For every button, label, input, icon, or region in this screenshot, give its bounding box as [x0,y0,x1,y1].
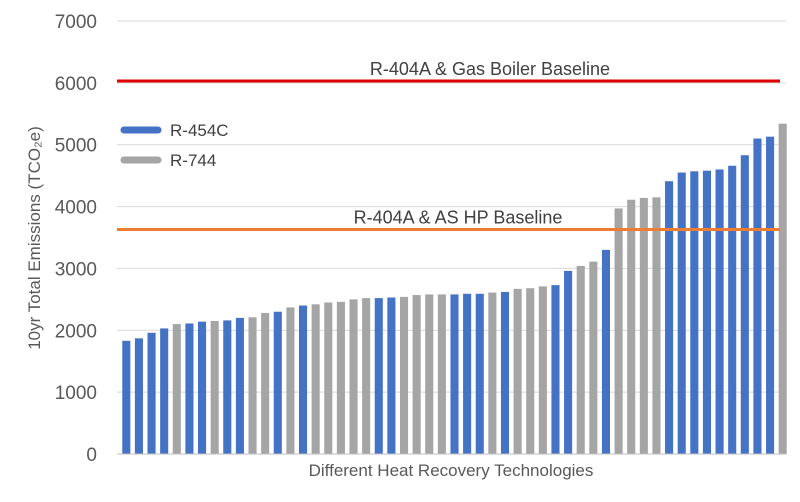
y-tick-label: 0 [86,445,97,466]
y-tick-label: 4000 [55,198,97,219]
bar-r744 [412,295,421,454]
bar-r454c [160,328,169,454]
bar-r744 [210,321,219,454]
bar-r744 [652,197,661,455]
bar-r454c [702,170,711,454]
bar-r454c [235,317,244,454]
bar-r454c [601,249,611,454]
bar-r744 [425,294,434,454]
bar-r744 [627,199,636,454]
bar-r454c [463,293,472,454]
bar-r454c [223,320,232,454]
y-tick-label: 7000 [55,12,97,33]
x-axis-title: Different Heat Recovery Technologies [309,461,594,480]
y-tick-label: 2000 [55,321,97,342]
bar-r454c [185,323,194,454]
bar-r744 [311,304,320,454]
bar-r454c [273,311,282,454]
bar-r454c [753,138,762,454]
y-tick-label: 1000 [55,383,97,404]
y-axis-title: 10yr Total Emissions (TCO₂e) [25,126,44,350]
bar-r454c [677,172,686,455]
bar-r744 [513,288,522,454]
y-tick-label: 5000 [55,136,97,157]
bar-r454c [475,293,484,454]
bar-r454c [374,298,383,454]
bar-r744 [589,261,598,454]
bar-r454c [564,270,573,454]
reference-line-label: R-404A & Gas Boiler Baseline [370,59,610,79]
bar-r454c [387,297,396,454]
bar-r454c [665,181,674,454]
reference-lines: R-404A & Gas Boiler Baseline R-404A & AS … [117,59,780,231]
bar-r454c [450,294,459,454]
bar-r454c [766,136,775,455]
y-tick-label: 6000 [55,74,97,95]
bar-r744 [286,307,295,454]
bar-r454c [728,165,737,454]
reference-line-label: R-404A & AS HP Baseline [354,207,563,227]
bar-r454c [740,155,749,455]
bar-r744 [538,286,547,454]
bar-r744 [172,324,181,454]
bar-r454c [690,171,699,454]
bar-r744 [488,292,497,454]
bar-r744 [526,288,535,454]
bar-r454c [198,321,207,454]
bar-r744 [324,302,333,454]
y-axis-tick-labels: 0 1000 2000 3000 4000 5000 6000 7000 [55,12,97,466]
bar-r744 [437,294,446,454]
bar-r744 [261,312,270,454]
bar-r744 [576,265,585,454]
bar-r454c [147,332,156,454]
bar-r454c [551,285,560,454]
bars [122,123,787,455]
bar-r744 [362,298,371,454]
bar-r744 [639,197,648,454]
bar-r744 [399,296,409,454]
bar-r454c [500,291,510,454]
bar-r744 [349,299,358,454]
legend-label: R-454C [170,121,229,140]
bar-r454c [122,340,131,454]
bar-r744 [778,123,787,455]
bar-r454c [298,305,308,454]
bar-r744 [336,301,345,454]
y-tick-label: 3000 [55,259,97,280]
bar-r454c [715,169,724,454]
bar-r744 [614,208,623,454]
bar-r454c [134,338,143,454]
bar-r744 [248,317,257,454]
legend-label: R-744 [170,151,216,170]
legend: R-454C R-744 [120,121,229,170]
